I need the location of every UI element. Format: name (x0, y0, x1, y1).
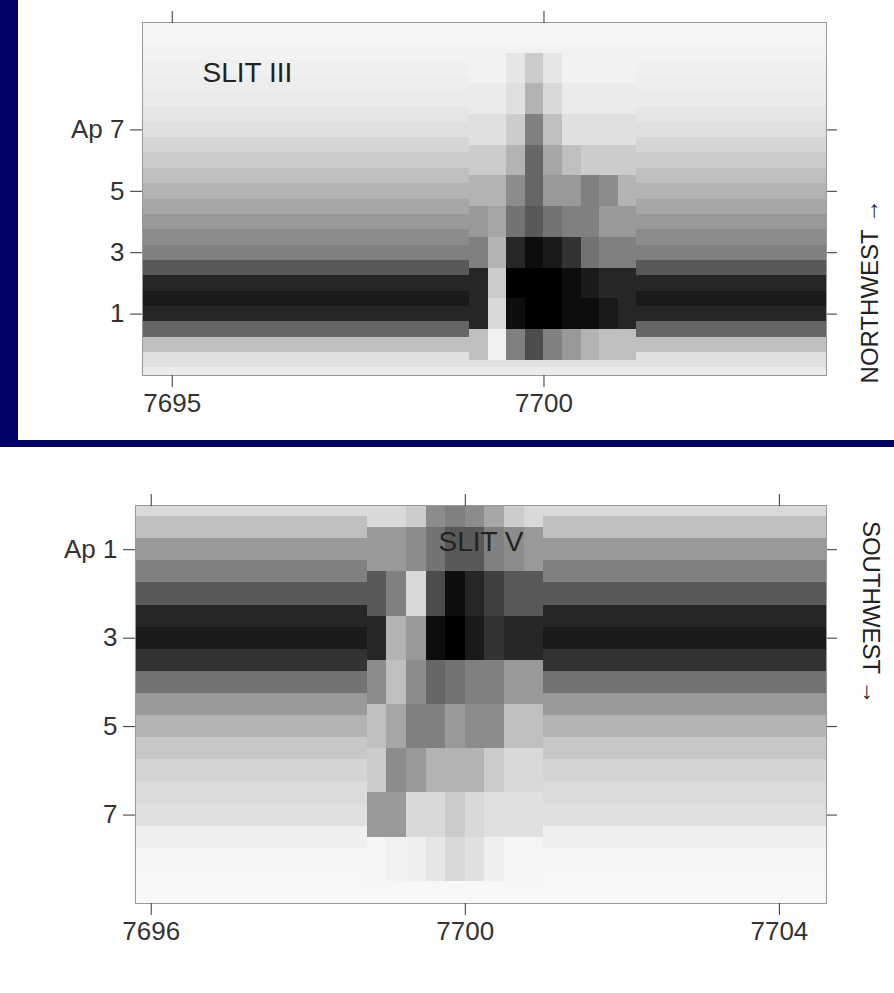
svg-text:7700: 7700 (515, 388, 573, 418)
svg-text:7695: 7695 (143, 388, 201, 418)
svg-text:1: 1 (110, 298, 124, 328)
svg-text:5: 5 (110, 176, 124, 206)
svg-text:NORTHWEST →: NORTHWEST → (856, 199, 883, 383)
svg-text:3: 3 (103, 622, 117, 652)
svg-text:7704: 7704 (750, 916, 808, 946)
svg-text:7: 7 (103, 799, 117, 829)
svg-text:7696: 7696 (122, 916, 180, 946)
svg-text:5: 5 (103, 711, 117, 741)
svg-text:SLIT V: SLIT V (438, 526, 523, 557)
svg-text:Ap 7: Ap 7 (71, 114, 125, 144)
svg-text:7700: 7700 (436, 916, 494, 946)
svg-text:SLIT III: SLIT III (203, 57, 293, 88)
svg-text:Ap 1: Ap 1 (64, 534, 118, 564)
svg-text:3: 3 (110, 237, 124, 267)
svg-text:SOUTHWEST →: SOUTHWEST → (858, 521, 885, 705)
